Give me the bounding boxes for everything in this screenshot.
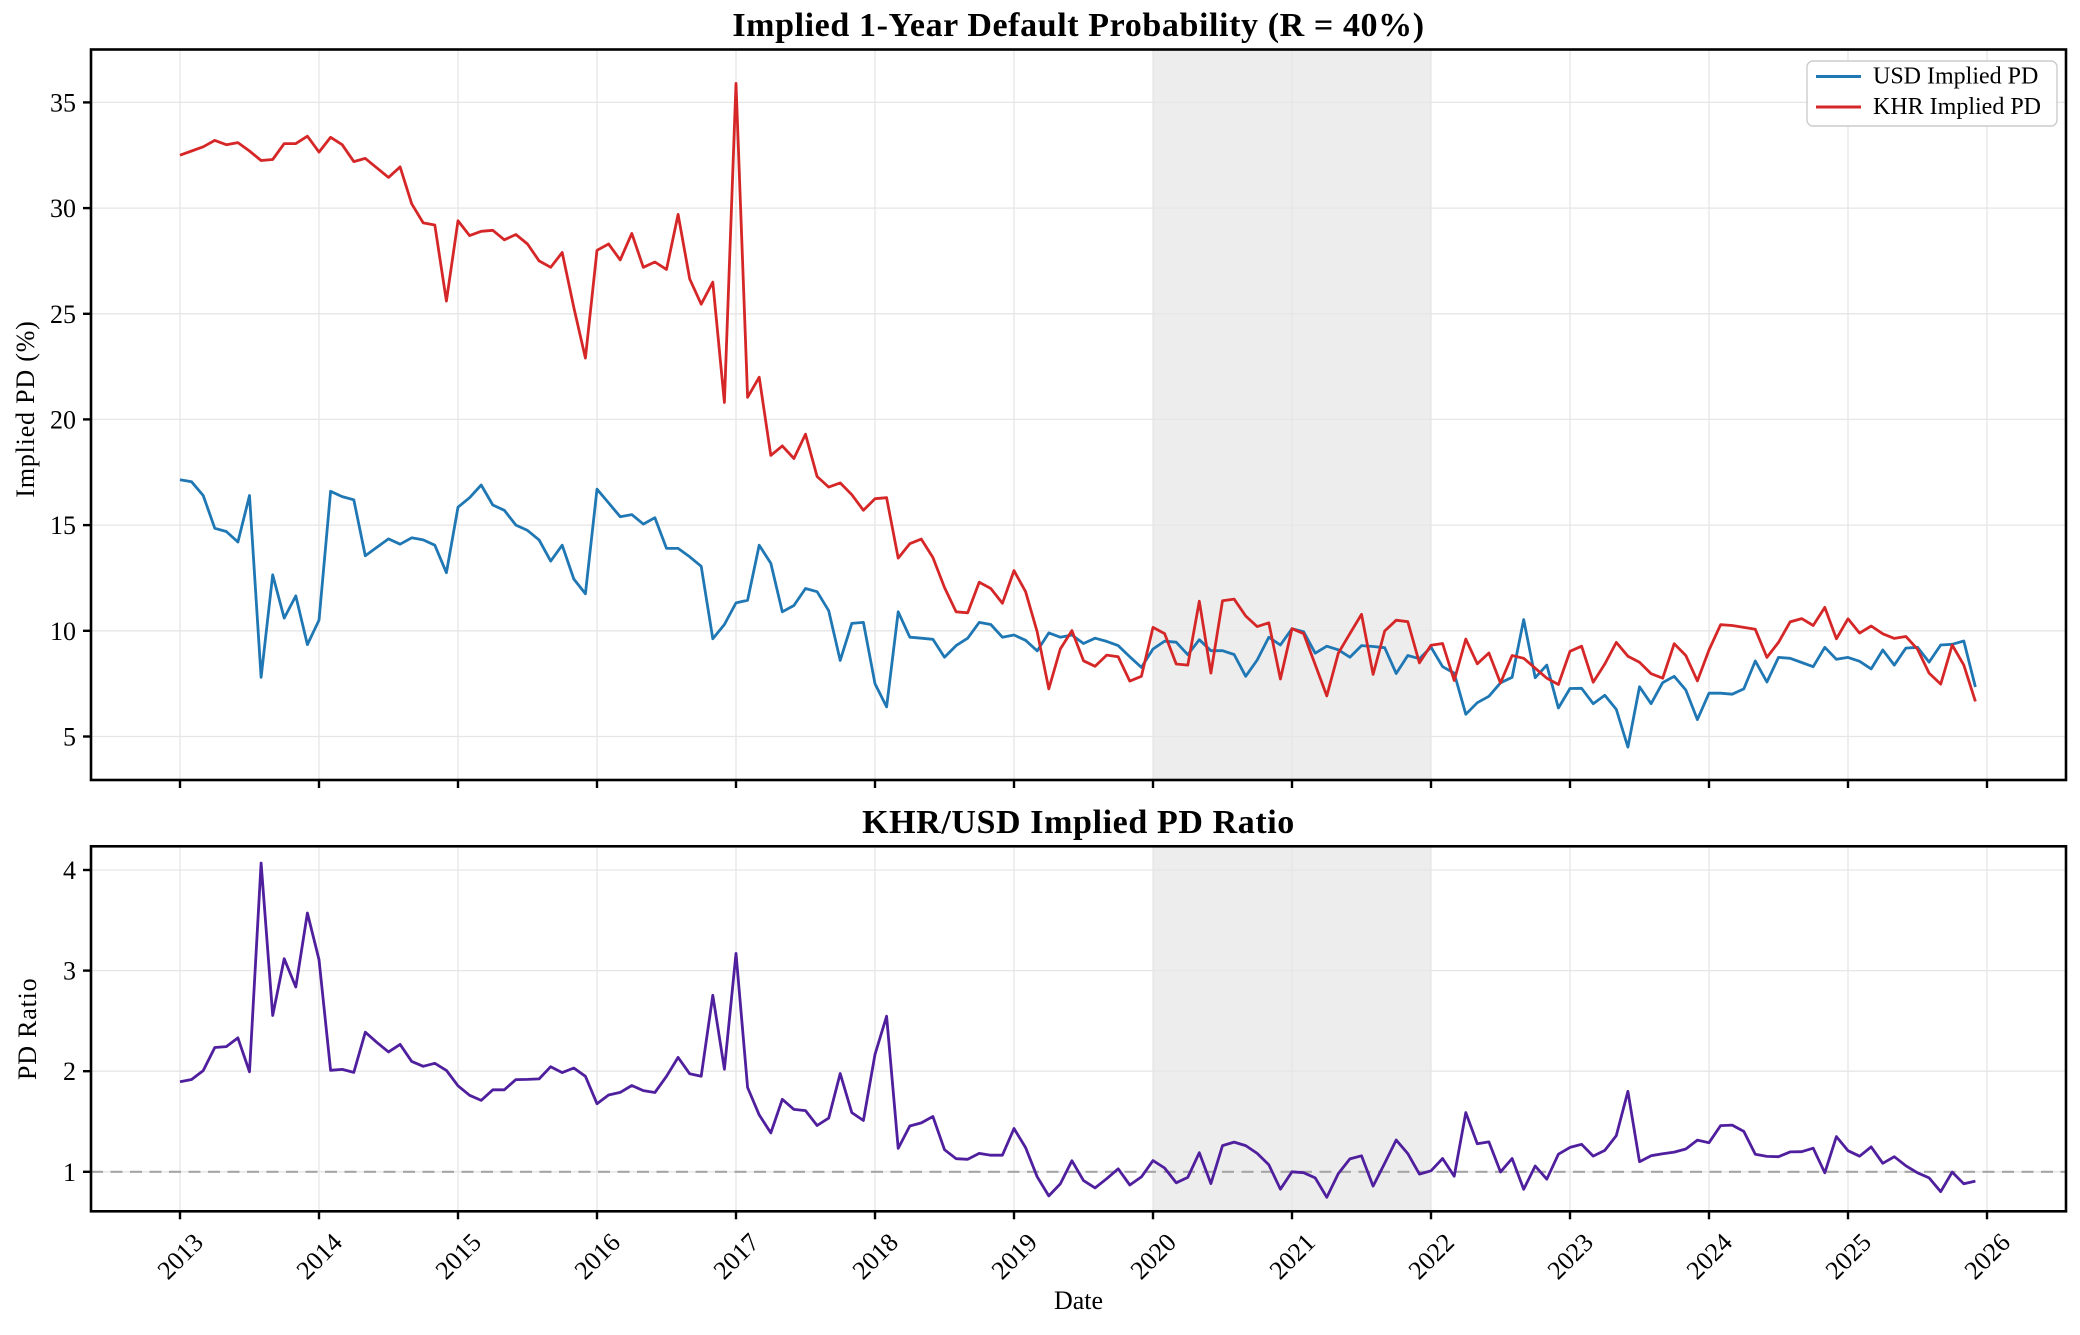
svg-text:USD Implied PD: USD Implied PD (1873, 64, 2038, 90)
svg-text:KHR/USD Implied PD Ratio: KHR/USD Implied PD Ratio (862, 804, 1295, 841)
svg-text:25: 25 (50, 300, 76, 329)
svg-text:Implied PD (%): Implied PD (%) (11, 320, 40, 497)
svg-text:15: 15 (50, 511, 76, 540)
svg-text:4: 4 (63, 856, 76, 885)
svg-text:1: 1 (63, 1158, 76, 1187)
svg-text:35: 35 (50, 88, 76, 117)
svg-text:KHR Implied PD: KHR Implied PD (1873, 94, 2041, 120)
svg-text:3: 3 (63, 957, 76, 986)
svg-text:30: 30 (50, 194, 76, 223)
svg-text:2: 2 (63, 1057, 76, 1086)
svg-text:Implied 1-Year Default Probabi: Implied 1-Year Default Probability (R = … (732, 7, 1424, 44)
svg-text:5: 5 (63, 723, 76, 752)
svg-text:20: 20 (50, 405, 76, 434)
svg-text:PD Ratio: PD Ratio (13, 978, 42, 1080)
svg-text:Date: Date (1054, 1286, 1103, 1315)
svg-text:10: 10 (50, 617, 76, 646)
